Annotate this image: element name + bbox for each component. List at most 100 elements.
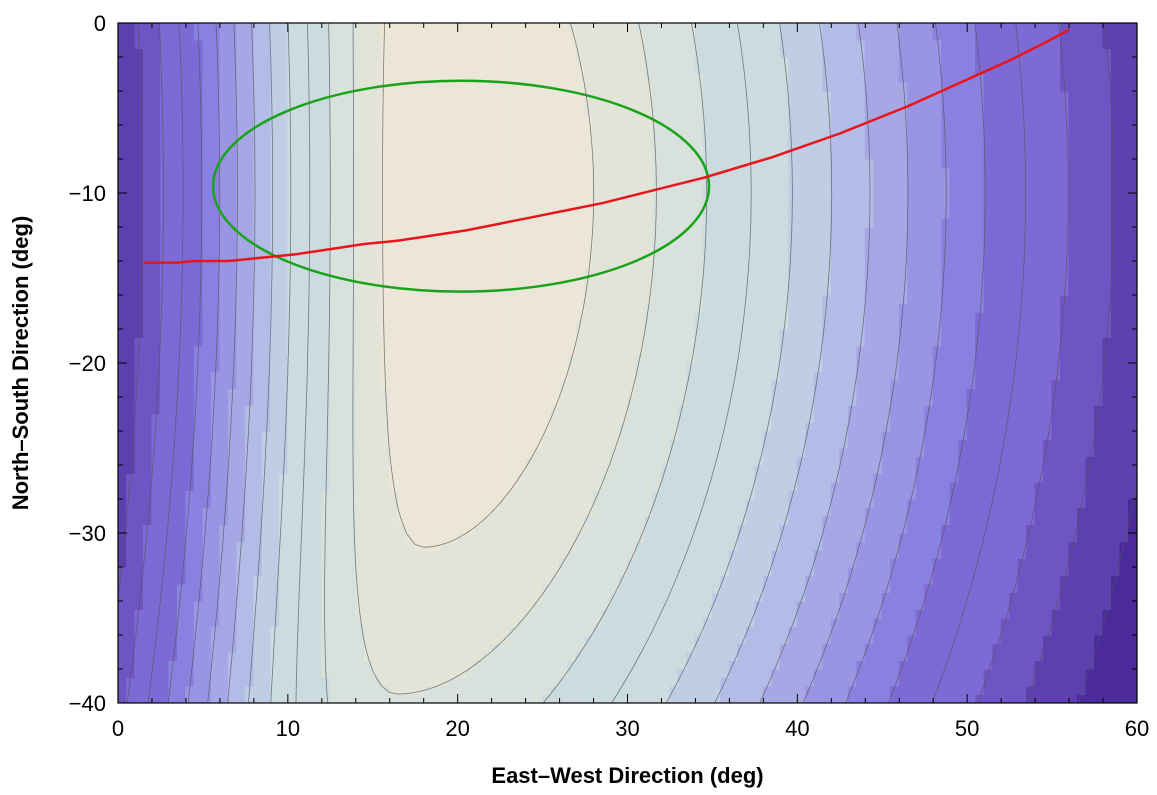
contour-cell xyxy=(567,507,578,517)
contour-cell xyxy=(219,481,229,491)
contour-cell xyxy=(627,413,637,423)
contour-cell xyxy=(958,592,968,602)
contour-cell xyxy=(1119,609,1130,619)
contour-cell xyxy=(975,609,985,619)
contour-cell xyxy=(482,354,493,364)
contour-cell xyxy=(932,609,943,619)
contour-cell xyxy=(304,575,314,585)
contour-cell xyxy=(159,541,170,551)
contour-cell xyxy=(601,626,612,636)
contour-cell xyxy=(610,439,620,449)
contour-cell xyxy=(822,634,832,644)
contour-cell xyxy=(983,694,994,703)
contour-cell xyxy=(813,422,824,432)
contour-cell xyxy=(788,456,798,466)
contour-cell xyxy=(898,626,909,636)
contour-cell xyxy=(1000,694,1011,703)
contour-cell xyxy=(864,354,875,364)
contour-cell xyxy=(1000,515,1011,525)
contour-cell xyxy=(728,566,739,576)
contour-cell xyxy=(847,685,858,695)
contour-cell xyxy=(1026,634,1036,644)
contour-cell xyxy=(321,422,331,432)
contour-cell xyxy=(847,677,858,687)
contour-cell xyxy=(983,498,994,508)
contour-cell xyxy=(185,541,195,551)
contour-cell xyxy=(304,617,314,627)
contour-cell xyxy=(830,558,841,568)
contour-cell xyxy=(118,498,127,508)
contour-cell xyxy=(958,354,968,364)
contour-cell xyxy=(898,439,909,449)
contour-cell xyxy=(346,515,357,525)
contour-cell xyxy=(788,422,798,432)
contour-cell xyxy=(652,685,662,695)
contour-cell xyxy=(448,575,459,585)
contour-cell xyxy=(465,447,476,457)
contour-cell xyxy=(779,354,790,364)
contour-cell xyxy=(295,566,306,576)
contour-cell xyxy=(491,575,501,585)
contour-cell xyxy=(771,575,781,585)
contour-cell xyxy=(134,694,144,703)
contour-cell xyxy=(491,498,501,508)
contour-cell xyxy=(457,413,467,423)
contour-cell xyxy=(474,677,484,687)
contour-cell xyxy=(856,507,866,517)
contour-cell xyxy=(355,685,365,695)
contour-cell xyxy=(457,583,467,593)
contour-cell xyxy=(304,558,314,568)
contour-cell xyxy=(338,634,348,644)
contour-cell xyxy=(677,532,688,542)
contour-cell xyxy=(1043,422,1053,432)
contour-cell xyxy=(304,464,314,474)
contour-cell xyxy=(932,634,943,644)
contour-cell xyxy=(847,481,858,491)
contour-cell xyxy=(295,464,306,474)
contour-cell xyxy=(890,456,900,466)
contour-cell xyxy=(270,498,280,508)
contour-cell xyxy=(1085,396,1096,406)
contour-cell xyxy=(618,617,628,627)
contour-cell xyxy=(372,685,382,695)
contour-cell xyxy=(1094,422,1104,432)
contour-cell xyxy=(431,456,442,466)
contour-cell xyxy=(142,600,153,610)
contour-cell xyxy=(1017,405,1028,415)
contour-cell xyxy=(796,643,807,653)
contour-cell xyxy=(567,464,578,474)
contour-cell xyxy=(253,456,263,466)
contour-cell xyxy=(219,388,229,398)
contour-cell xyxy=(788,379,798,389)
contour-cell xyxy=(423,617,433,627)
contour-cell xyxy=(142,592,153,602)
contour-cell xyxy=(1119,430,1130,440)
contour-cell xyxy=(270,354,280,364)
contour-cell xyxy=(1119,549,1130,559)
contour-cell xyxy=(652,345,662,355)
contour-cell xyxy=(788,430,798,440)
contour-cell xyxy=(958,566,968,576)
contour-cell xyxy=(185,575,195,585)
contour-cell xyxy=(118,592,127,602)
contour-cell xyxy=(873,651,883,661)
contour-cell xyxy=(924,388,934,398)
contour-cell xyxy=(1000,609,1011,619)
contour-cell xyxy=(406,430,416,440)
contour-cell xyxy=(219,490,229,500)
contour-cell xyxy=(363,524,374,534)
contour-cell xyxy=(448,694,459,703)
contour-cell xyxy=(1111,677,1121,687)
contour-cell xyxy=(193,430,204,440)
contour-cell xyxy=(533,626,544,636)
contour-cell xyxy=(924,490,934,500)
contour-cell xyxy=(448,345,459,355)
contour-cell xyxy=(482,532,493,542)
contour-cell xyxy=(482,583,493,593)
contour-cell xyxy=(805,354,815,364)
contour-cell xyxy=(847,541,858,551)
contour-cell xyxy=(491,592,501,602)
contour-cell xyxy=(499,507,510,517)
contour-cell xyxy=(822,643,832,653)
contour-cell xyxy=(576,507,586,517)
